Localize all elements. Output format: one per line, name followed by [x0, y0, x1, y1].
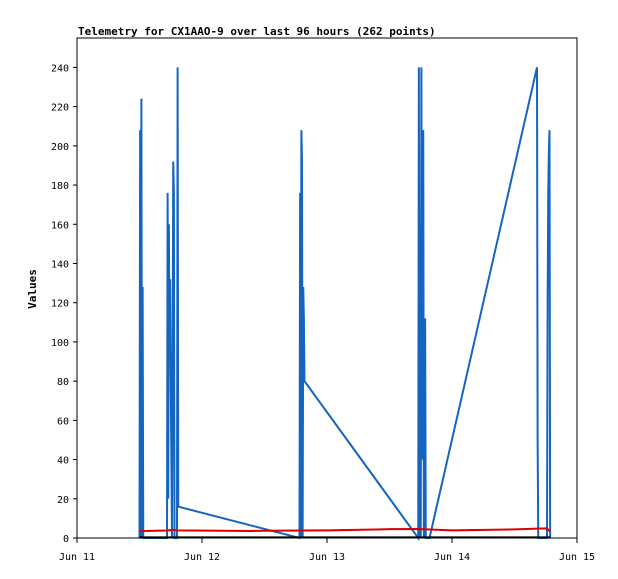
- x-tick-label: Jun 12: [184, 552, 220, 563]
- x-tick-label: Jun 14: [434, 552, 470, 563]
- chart-title: Telemetry for CX1AAO-9 over last 96 hour…: [78, 25, 436, 38]
- y-tick-label: 240: [51, 63, 69, 74]
- y-tick-label: 40: [57, 456, 69, 467]
- y-tick-label: 180: [51, 181, 69, 192]
- y-tick-label: 60: [57, 416, 69, 427]
- y-tick-label: 20: [57, 495, 69, 506]
- series-line-1: [139, 527, 551, 533]
- y-tick-label: 160: [51, 220, 69, 231]
- y-tick-label: 0: [63, 534, 69, 545]
- y-tick-label: 200: [51, 142, 69, 153]
- x-tick-label: Jun 11: [59, 552, 95, 563]
- x-tick-label: Jun 15: [559, 552, 595, 563]
- x-axis-ticks: Jun 11 Jun 12 Jun 13 Jun 14 Jun 15: [59, 538, 595, 563]
- y-tick-label: 140: [51, 259, 69, 270]
- y-tick-label: 120: [51, 299, 69, 310]
- y-axis-label: Values: [26, 269, 39, 309]
- y-tick-label: 80: [57, 377, 69, 388]
- y-tick-label: 220: [51, 103, 69, 114]
- y-axis-ticks: 0 20 40 60 80 100 120 140 160 180 200 220 240: [51, 63, 77, 545]
- y-tick-label: 100: [51, 338, 69, 349]
- plot-frame: [76, 37, 578, 539]
- x-tick-label: Jun 13: [309, 552, 345, 563]
